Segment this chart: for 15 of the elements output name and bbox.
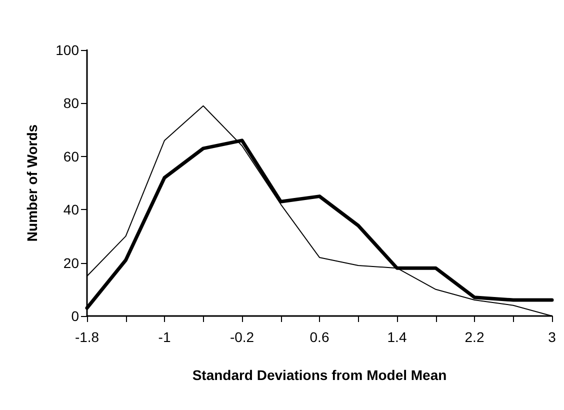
x-tick-label: 3 (548, 329, 556, 345)
y-tick-label: 60 (63, 148, 80, 164)
x-axis-title: Standard Deviations from Model Mean (192, 367, 447, 383)
y-tick-label: 100 (56, 42, 80, 58)
y-tick-label: 80 (63, 95, 80, 112)
x-tick-label: -0.2 (230, 329, 254, 345)
y-tick-label: 40 (63, 202, 80, 218)
x-tick-label: -1 (158, 329, 171, 345)
x-tick-label: 0.6 (310, 329, 330, 345)
y-tick-label: 20 (63, 254, 80, 271)
x-tick-label: -1.8 (74, 329, 100, 345)
x-tick-label: 2.2 (464, 329, 484, 345)
y-axis-title: Number of Words (24, 124, 40, 242)
y-tick-label: 0 (71, 308, 80, 324)
x-tick-label: 1.4 (387, 329, 407, 345)
